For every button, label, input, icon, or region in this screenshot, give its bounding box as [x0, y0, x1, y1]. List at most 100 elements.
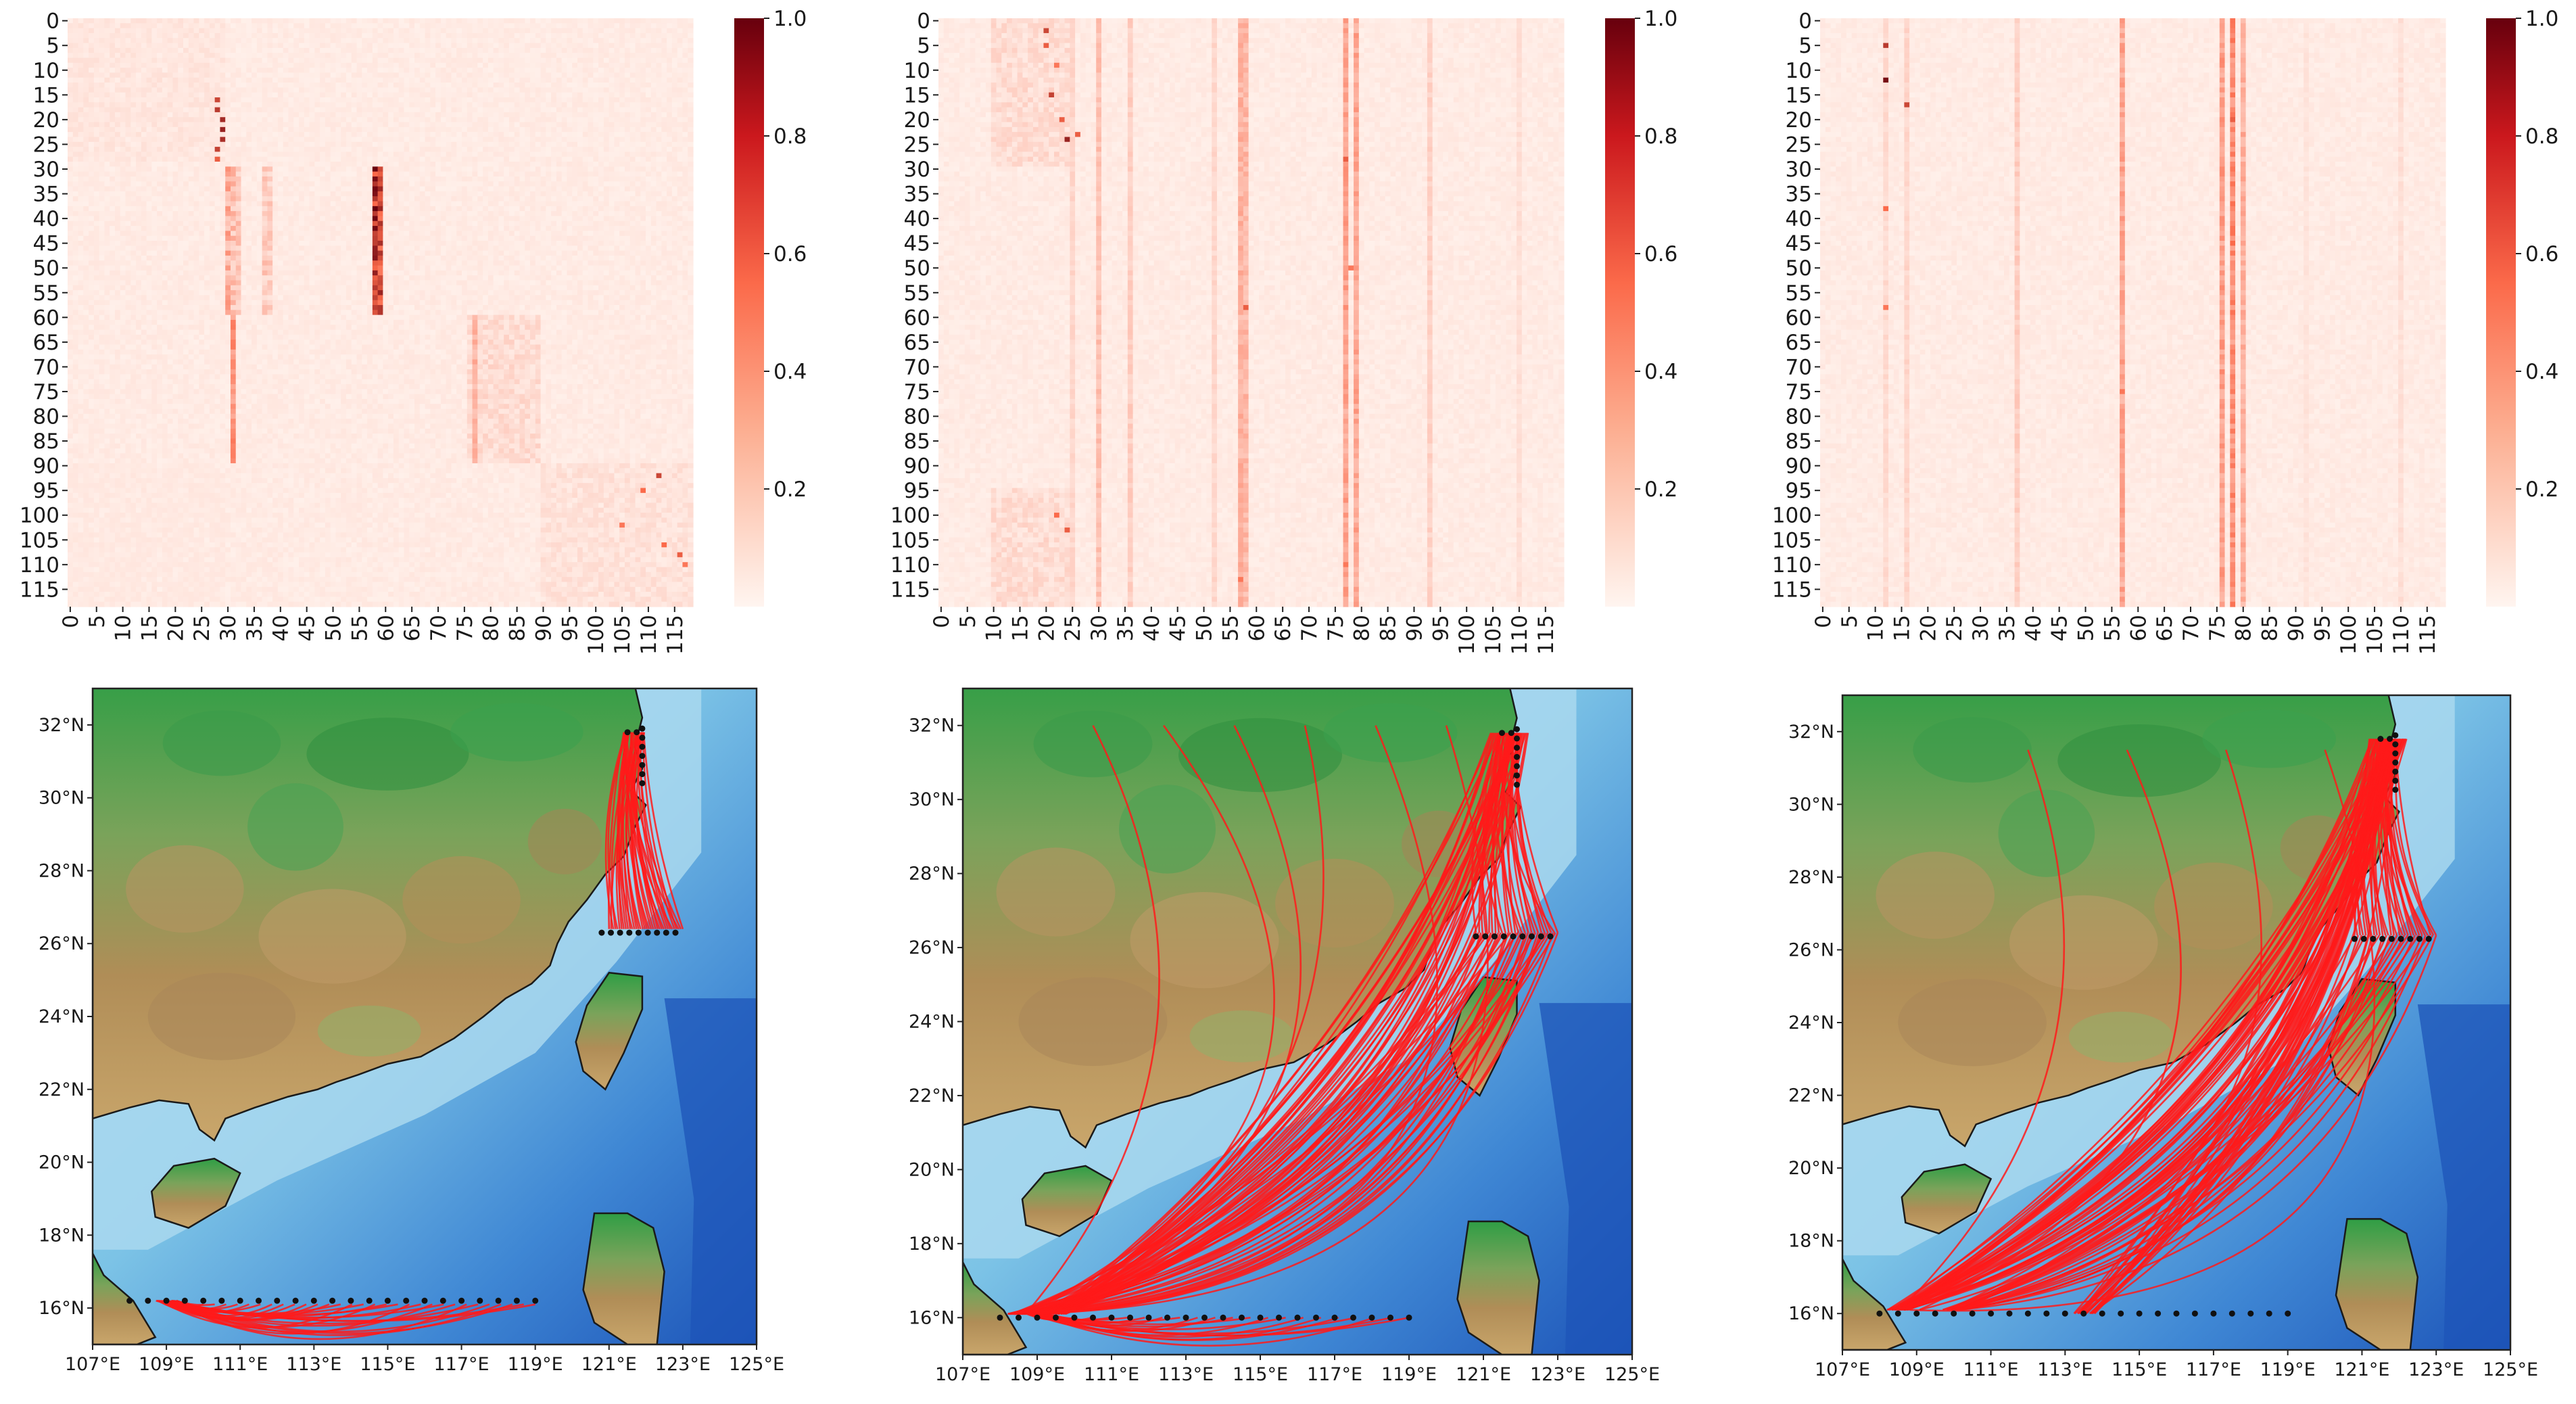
x-tick-label: 20 — [1034, 615, 1059, 641]
colorbar-tick-label: 0.8 — [1644, 124, 1677, 149]
y-tick-label: 70 — [33, 355, 59, 379]
longitude-tick-label: 115°E — [360, 1354, 415, 1375]
y-tick-label: 80 — [904, 405, 930, 429]
x-tick-label: 40 — [269, 615, 293, 641]
y-tick-label: 95 — [1786, 479, 1812, 503]
y-tick-label: 95 — [904, 479, 930, 503]
x-tick-label: 65 — [2153, 615, 2177, 641]
x-tick-label: 10 — [112, 615, 136, 641]
x-tick-label: 90 — [2284, 615, 2308, 641]
x-tick-label: 70 — [2179, 615, 2203, 641]
y-tick-label: 30 — [1786, 158, 1812, 182]
y-tick-label: 55 — [904, 281, 930, 306]
y-tick-label: 110 — [20, 553, 59, 578]
x-tick-label: 95 — [558, 615, 582, 641]
longitude-tick-label: 125°E — [2483, 1359, 2538, 1380]
longitude-tick-label: 121°E — [2334, 1359, 2389, 1380]
longitude-tick-label: 123°E — [1530, 1364, 1585, 1385]
colorbar-tick-label: 0.8 — [773, 124, 807, 149]
latitude-tick-label: 22°N — [909, 1085, 955, 1106]
x-tick-label: 80 — [1350, 615, 1375, 641]
longitude-tick-label: 117°E — [2186, 1359, 2241, 1380]
y-tick-label: 100 — [890, 504, 930, 528]
x-tick-label: 100 — [1455, 615, 1479, 655]
y-tick-label: 5 — [917, 34, 930, 58]
x-tick-label: 60 — [2126, 615, 2151, 641]
x-tick-label: 50 — [2074, 615, 2099, 641]
latitude-tick-label: 18°N — [39, 1225, 85, 1246]
longitude-tick-label: 125°E — [729, 1354, 784, 1375]
longitude-tick-label: 113°E — [2037, 1359, 2093, 1380]
longitude-tick-label: 123°E — [2408, 1359, 2464, 1380]
latitude-tick-label: 30°N — [39, 788, 85, 809]
y-tick-label: 60 — [904, 306, 930, 330]
colorbar-tick-label: 0.2 — [2525, 477, 2558, 502]
y-tick-label: 20 — [1786, 108, 1812, 133]
y-tick-label: 115 — [890, 578, 930, 602]
y-tick-label: 55 — [1786, 281, 1812, 306]
x-tick-label: 40 — [2022, 615, 2046, 641]
x-tick-label: 30 — [216, 615, 241, 641]
x-tick-label: 100 — [2337, 615, 2361, 655]
y-tick-label: 20 — [33, 108, 59, 133]
longitude-tick-label: 107°E — [935, 1364, 991, 1385]
latitude-tick-label: 30°N — [909, 789, 955, 810]
x-tick-label: 80 — [479, 615, 504, 641]
x-tick-label: 45 — [1166, 615, 1191, 641]
heatmap-top-right: 0055101015152020252530303535404045455050… — [1772, 7, 2558, 655]
y-tick-label: 25 — [33, 133, 59, 157]
x-tick-label: 15 — [1890, 615, 1914, 641]
y-tick-label: 90 — [904, 454, 930, 479]
x-tick-label: 50 — [1193, 615, 1217, 641]
longitude-tick-label: 119°E — [2260, 1359, 2316, 1380]
x-tick-label: 5 — [85, 615, 110, 628]
colorbar-tick-label: 0.6 — [773, 242, 807, 266]
x-tick-label: 35 — [1114, 615, 1138, 641]
x-tick-label: 75 — [1324, 615, 1348, 641]
longitude-tick-label: 119°E — [1381, 1364, 1437, 1385]
y-tick-label: 110 — [890, 553, 930, 578]
longitude-tick-label: 111°E — [1084, 1364, 1139, 1385]
x-tick-label: 25 — [1942, 615, 1967, 641]
y-tick-label: 10 — [33, 59, 59, 83]
x-tick-label: 45 — [2048, 615, 2072, 641]
y-tick-label: 65 — [1786, 331, 1812, 355]
y-tick-label: 50 — [1786, 256, 1812, 281]
y-tick-label: 70 — [904, 355, 930, 379]
y-tick-label: 100 — [20, 504, 59, 528]
latitude-tick-label: 22°N — [39, 1079, 85, 1100]
x-tick-label: 90 — [531, 615, 556, 641]
x-tick-label: 10 — [982, 615, 1007, 641]
colorbar-tick-label: 0.4 — [1644, 360, 1677, 384]
x-tick-label: 105 — [611, 615, 635, 655]
y-tick-label: 20 — [904, 108, 930, 133]
y-tick-label: 40 — [904, 207, 930, 231]
x-tick-label: 5 — [1838, 615, 1862, 628]
longitude-tick-label: 117°E — [1307, 1364, 1362, 1385]
y-tick-label: 75 — [1786, 380, 1812, 404]
x-tick-label: 0 — [930, 615, 954, 628]
colorbar-tick-label: 0.6 — [1644, 242, 1677, 266]
x-tick-label: 110 — [2389, 615, 2414, 655]
colorbar-tick-label: 0.8 — [2525, 124, 2558, 149]
y-tick-label: 100 — [1772, 504, 1812, 528]
x-tick-label: 20 — [164, 615, 188, 641]
y-tick-label: 85 — [904, 429, 930, 454]
x-tick-label: 60 — [1245, 615, 1269, 641]
colorbar-tick-label: 0.4 — [773, 360, 807, 384]
longitude-tick-label: 121°E — [1456, 1364, 1511, 1385]
y-tick-label: 60 — [33, 306, 59, 330]
longitude-tick-label: 125°E — [1604, 1364, 1660, 1385]
y-tick-label: 115 — [20, 578, 59, 602]
x-tick-label: 10 — [1864, 615, 1888, 641]
colorbar-tick-label: 1.0 — [773, 7, 807, 31]
latitude-tick-label: 24°N — [39, 1006, 85, 1027]
y-tick-label: 95 — [33, 479, 59, 503]
longitude-tick-label: 115°E — [1233, 1364, 1288, 1385]
latitude-tick-label: 24°N — [909, 1012, 955, 1033]
y-tick-label: 105 — [20, 528, 59, 553]
y-tick-label: 10 — [1786, 59, 1812, 83]
x-tick-label: 95 — [1429, 615, 1453, 641]
y-tick-label: 35 — [1786, 183, 1812, 207]
y-tick-label: 80 — [1786, 405, 1812, 429]
